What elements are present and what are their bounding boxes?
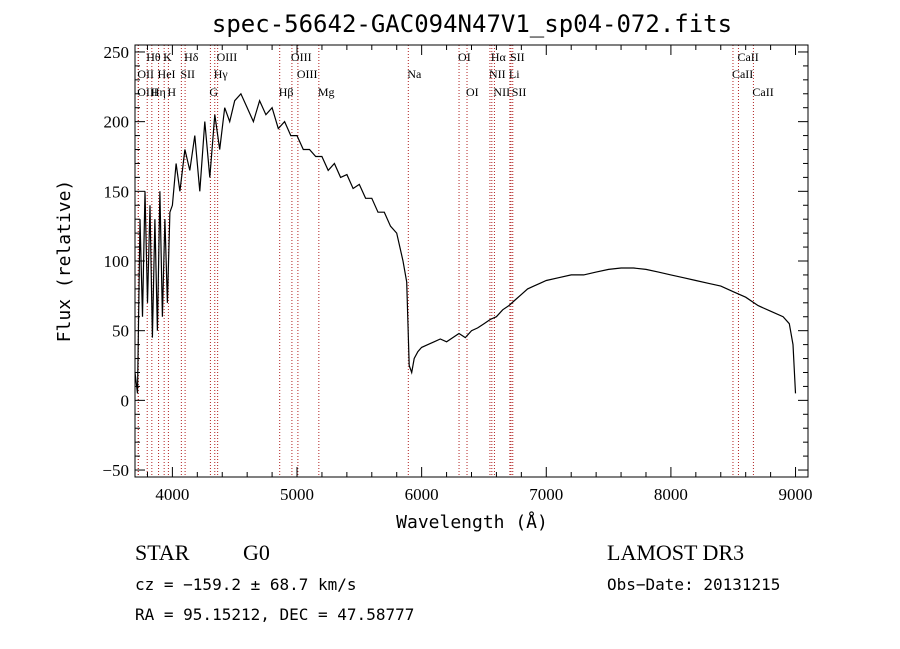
redshift-cz: cz = −159.2 ± 68.7 km/s xyxy=(135,575,357,594)
spectral-line-label: OIII xyxy=(137,85,158,99)
spectral-line-label: OIII xyxy=(291,50,312,64)
spectral-line-markers xyxy=(137,45,754,477)
spectral-line-label: Li xyxy=(509,67,520,81)
spectral-line-label: NII xyxy=(489,67,506,81)
y-axis-ticks: −50 0 50 100 150 200 250 xyxy=(102,43,808,480)
x-tick-label: 6000 xyxy=(405,485,439,504)
x-axis-label: Wavelength (Å) xyxy=(396,511,548,533)
spectral-line-label: Na xyxy=(407,67,422,81)
object-subclass: G0 xyxy=(243,540,270,565)
x-tick-label: 8000 xyxy=(654,485,688,504)
spectral-line-label: OII xyxy=(137,67,154,81)
spectral-line-label: OIII xyxy=(217,50,238,64)
y-tick-label: 100 xyxy=(104,252,130,271)
spectral-line-label: CaII xyxy=(732,67,753,81)
spectral-line-label: G xyxy=(209,85,218,99)
spectral-line-label: SII xyxy=(512,85,527,99)
y-tick-label: 250 xyxy=(104,43,130,62)
spectral-line-label: K xyxy=(163,50,172,64)
series-line-flux xyxy=(134,92,797,394)
spectral-line-label: CaII xyxy=(737,50,758,64)
survey-name: LAMOST DR3 xyxy=(607,540,744,565)
observation-date: Obs−Date: 20131215 xyxy=(607,575,780,594)
spectral-line-label: SII xyxy=(180,67,195,81)
spectral-line-label: OI xyxy=(466,85,479,99)
x-tick-label: 5000 xyxy=(280,485,314,504)
spectral-line-label: H xyxy=(167,85,176,99)
spectral-line-label: OI xyxy=(458,50,471,64)
y-tick-label: 200 xyxy=(104,113,130,132)
x-tick-label: 4000 xyxy=(155,485,189,504)
spectral-line-label: Hδ xyxy=(184,50,199,64)
y-axis-label: Flux (relative) xyxy=(54,180,75,343)
spectral-line-label: Hβ xyxy=(279,85,294,99)
spectral-line-label: Hγ xyxy=(214,67,229,81)
object-type: STAR xyxy=(135,540,190,565)
spectral-line-label: HeI xyxy=(158,67,176,81)
plot-frame xyxy=(134,44,809,478)
spectral-line-label: Hη xyxy=(151,85,166,99)
y-tick-label: 150 xyxy=(104,182,130,201)
spectral-line-label: CaII xyxy=(752,85,773,99)
x-tick-label: 7000 xyxy=(529,485,563,504)
spectral-line-label: Hθ xyxy=(146,50,161,64)
spectral-line-label: NII xyxy=(493,85,510,99)
y-tick-label: −50 xyxy=(102,461,129,480)
spectral-line-label: SII xyxy=(510,50,525,64)
y-tick-label: 0 xyxy=(121,391,130,410)
series-group xyxy=(134,92,797,394)
y-tick-label: 50 xyxy=(112,322,129,341)
chart-title: spec-56642-GAC094N47V1_sp04-072.fits xyxy=(212,10,732,38)
spectral-line-label: Hα xyxy=(491,50,507,64)
spectral-line-label: Mg xyxy=(318,85,335,99)
x-axis-ticks: 4000 5000 6000 7000 8000 9000 xyxy=(146,45,813,504)
spectral-line-label: OIII xyxy=(297,67,318,81)
coordinates: RA = 95.15212, DEC = 47.58777 xyxy=(135,605,414,624)
x-tick-label: 9000 xyxy=(779,485,813,504)
